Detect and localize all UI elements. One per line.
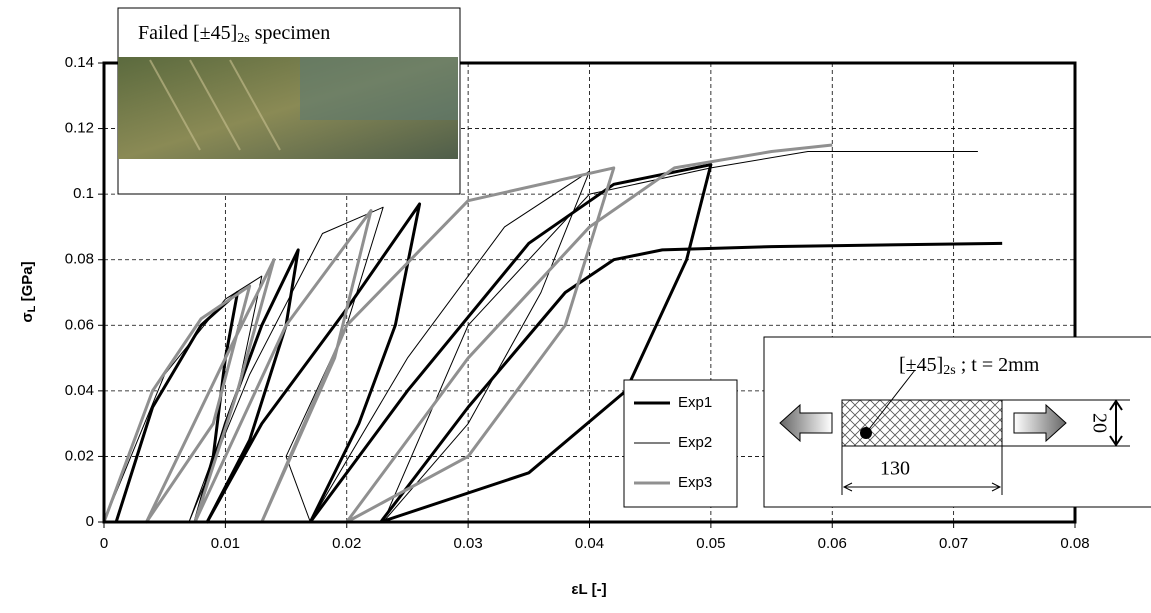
y-tick-label: 0.04 bbox=[65, 382, 94, 399]
x-axis-label: εL [-] bbox=[571, 581, 606, 598]
y-tick-label: 0.08 bbox=[65, 251, 94, 268]
x-tick-label: 0.02 bbox=[332, 535, 361, 552]
load-arrow-left bbox=[779, 403, 833, 443]
photo-caption: Failed [±45]2s specimen bbox=[138, 22, 330, 47]
y-tick-label: 0.1 bbox=[73, 185, 94, 202]
y-axis-label: σL [GPa] bbox=[19, 261, 38, 322]
y-tick-label: 0 bbox=[86, 513, 94, 530]
series-line bbox=[102, 143, 833, 524]
legend-label: Exp1 bbox=[678, 394, 712, 411]
legend-label: Exp3 bbox=[678, 474, 712, 491]
legend-label: Exp2 bbox=[678, 434, 712, 451]
y-tick-label: 0.02 bbox=[65, 447, 94, 464]
photo-detail bbox=[300, 57, 458, 120]
lines bbox=[102, 143, 1003, 524]
specimen-width: 20 bbox=[1088, 413, 1110, 433]
y-tick-label: 0.14 bbox=[65, 54, 94, 71]
x-tick-label: 0.07 bbox=[939, 535, 968, 552]
specimen-length: 130 bbox=[880, 458, 910, 480]
x-tick-label: 0.06 bbox=[818, 535, 847, 552]
x-tick-label: 0.05 bbox=[696, 535, 725, 552]
y-tick-label: 0.12 bbox=[65, 120, 94, 137]
x-tick-label: 0 bbox=[100, 535, 108, 552]
legend-items: Exp1 Exp2 Exp3 bbox=[634, 394, 712, 491]
x-tick-label: 0.08 bbox=[1060, 535, 1089, 552]
load-arrow-right bbox=[1013, 403, 1067, 443]
dim-arrowheads bbox=[842, 482, 1002, 492]
plot-frame bbox=[102, 61, 1077, 524]
specimen-label: [±45]2s ; t = 2mm bbox=[899, 354, 1040, 379]
dim-arrowheads bbox=[1109, 399, 1123, 447]
x-tick-label: 0.04 bbox=[575, 535, 604, 552]
photo-fibers bbox=[149, 59, 281, 151]
specimen bbox=[841, 399, 1003, 447]
x-tick-label: 0.03 bbox=[454, 535, 483, 552]
x-tick-label: 0.01 bbox=[211, 535, 240, 552]
y-tick-label: 0.06 bbox=[65, 316, 94, 333]
leader bbox=[865, 369, 916, 434]
